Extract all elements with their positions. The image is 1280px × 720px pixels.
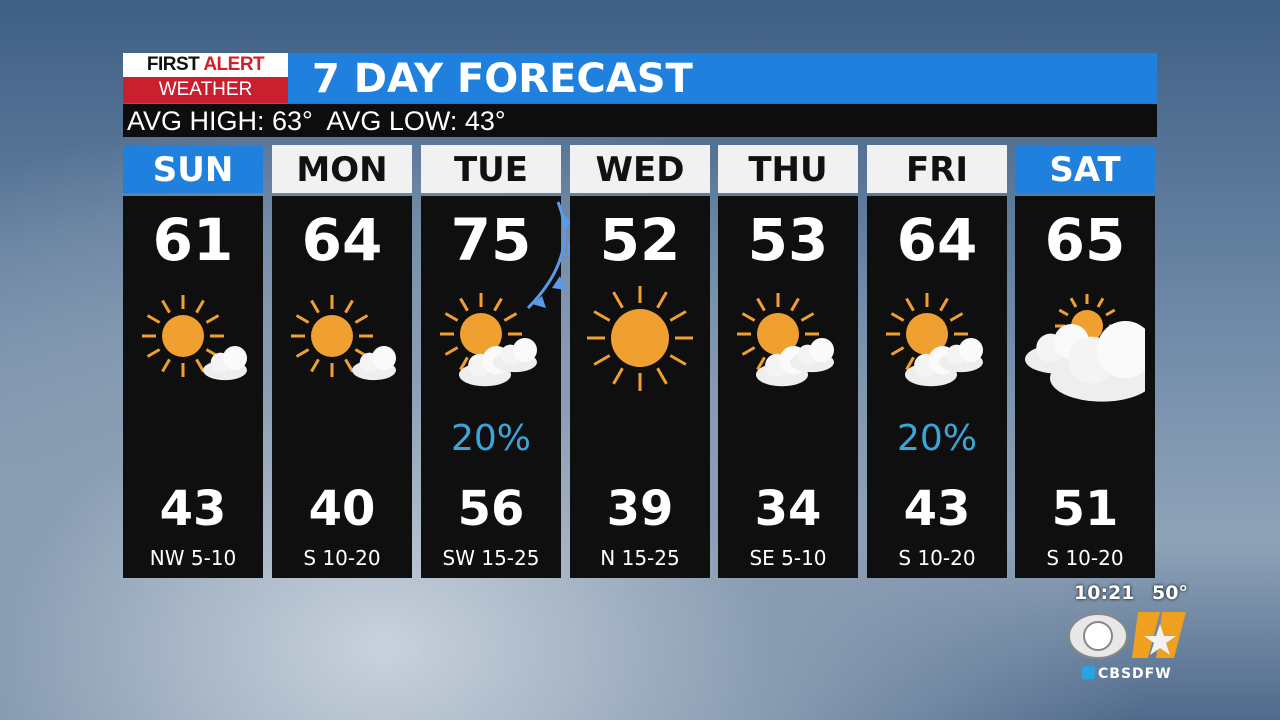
day-panel: 75 20% 56 SW 15-25 <box>421 196 561 578</box>
sun-cloud-icon <box>440 293 537 387</box>
sun-icon <box>587 286 693 391</box>
low-temp: 56 <box>457 481 525 537</box>
day-panel: 64 20% 43 S 10-20 <box>867 196 1007 578</box>
high-temp: 53 <box>747 206 829 274</box>
wind: SE 5-10 <box>749 546 827 570</box>
day-panel: 61 43 NW 5-10 <box>123 196 263 578</box>
precip-chance: 20% <box>450 418 531 459</box>
logo-first: FIRST <box>146 54 200 75</box>
day-panel: 64 40 S 10-20 <box>272 196 412 578</box>
sun-small-cloud-icon <box>291 295 396 381</box>
high-temp: 65 <box>1044 206 1126 274</box>
day-label: SAT <box>1015 145 1155 193</box>
day-column-sat: SAT 65 51 S 10-20 <box>1015 145 1155 578</box>
low-temp: 51 <box>1051 481 1119 537</box>
low-temp: 43 <box>159 481 227 537</box>
high-temp: 52 <box>599 206 681 274</box>
cold-front-icon <box>526 201 570 310</box>
twitter-handle: CBSDFW <box>1082 666 1172 682</box>
page-title: 7 DAY FORECAST <box>288 53 1157 103</box>
logo-weather: WEATHER <box>123 77 288 103</box>
sun-cloud-icon <box>737 293 834 387</box>
wind: SW 15-25 <box>442 546 540 570</box>
first-alert-weather-logo: FIRST ALERT WEATHER <box>123 53 288 103</box>
day-panel: 52 39 N 15-25 <box>570 196 710 578</box>
sun-small-cloud-icon <box>142 295 247 381</box>
day-panel: 53 34 SE 5-10 <box>718 196 858 578</box>
mostly-cloudy-icon <box>1025 294 1145 402</box>
clock-time: 10:21 <box>1074 582 1135 604</box>
cbs11-logo <box>1068 612 1186 659</box>
average-temps: AVG HIGH: 63° AVG LOW: 43° <box>123 104 1157 137</box>
precip-chance: 20% <box>896 418 977 459</box>
day-label: FRI <box>867 145 1007 193</box>
high-temp: 75 <box>450 206 532 274</box>
day-label: MON <box>272 145 412 193</box>
sun-cloud-icon <box>886 293 983 387</box>
day-label: WED <box>570 145 710 193</box>
day-label: SUN <box>123 145 263 193</box>
day-column-wed: WED 52 39 N 15-25 <box>570 145 710 578</box>
high-temp: 64 <box>896 206 978 274</box>
high-temp: 64 <box>301 206 383 274</box>
day-column-tue: TUE 75 20% 56 SW 15-25 <box>421 145 561 578</box>
day-column-mon: MON 64 40 S 10-20 <box>272 145 412 578</box>
low-temp: 39 <box>606 481 674 537</box>
day-column-sun: SUN 61 43 NW 5-10 <box>123 145 263 578</box>
wind: S 10-20 <box>1046 546 1124 570</box>
day-label: TUE <box>421 145 561 193</box>
day-column-fri: FRI 64 20% 43 S 10-20 <box>867 145 1007 578</box>
wind: NW 5-10 <box>149 546 237 570</box>
high-temp: 61 <box>152 206 234 274</box>
day-label: THU <box>718 145 858 193</box>
wind: S 10-20 <box>898 546 976 570</box>
current-temp: 50° <box>1152 582 1188 604</box>
wind: S 10-20 <box>303 546 381 570</box>
day-panel: 65 51 S 10-20 <box>1015 196 1155 578</box>
low-temp: 40 <box>308 481 376 537</box>
wind: N 15-25 <box>600 546 680 570</box>
low-temp: 43 <box>903 481 971 537</box>
handle-text: CBSDFW <box>1098 666 1172 682</box>
logo-alert: ALERT <box>203 54 265 75</box>
day-column-thu: THU 53 34 SE 5-10 <box>718 145 858 578</box>
twitter-icon <box>1082 666 1095 679</box>
low-temp: 34 <box>754 481 822 537</box>
